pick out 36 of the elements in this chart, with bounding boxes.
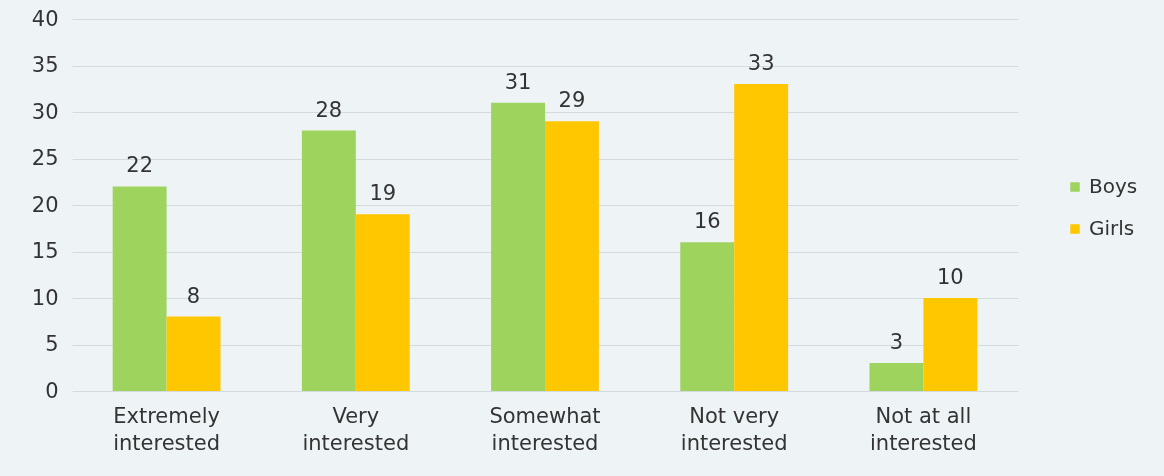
- bar: [869, 363, 924, 391]
- y-tick-label: 40: [31, 6, 59, 31]
- x-tick-label: Not at all interested: [869, 403, 977, 455]
- data-label: 10: [936, 265, 964, 289]
- bar: [166, 316, 221, 391]
- x-tick-label: Not very interested: [680, 403, 788, 455]
- data-label: 29: [558, 88, 586, 113]
- y-tick-label: 15: [31, 239, 59, 263]
- bar: [680, 242, 735, 391]
- data-label: 33: [747, 51, 775, 76]
- bar: [923, 298, 978, 391]
- y-tick-label: 30: [31, 99, 59, 124]
- data-label: 8: [186, 283, 201, 308]
- legend-label: Boys: [1089, 174, 1138, 198]
- bar: [734, 84, 789, 391]
- legend-label: Girls: [1089, 216, 1135, 240]
- data-label: 31: [504, 69, 532, 94]
- bar: [112, 186, 167, 391]
- y-tick-label: 5: [45, 332, 59, 356]
- y-tick-label: 20: [31, 192, 59, 217]
- y-tick-label: 0: [45, 378, 59, 403]
- data-label: 16: [693, 209, 721, 234]
- y-tick-label: 25: [31, 146, 59, 170]
- y-tick-label: 10: [31, 285, 59, 310]
- data-label: 28: [315, 97, 343, 122]
- x-tick-label: Somewhat interested: [489, 403, 601, 455]
- x-tick-label: Very interested: [302, 403, 410, 455]
- bar: [355, 214, 410, 391]
- bar: [491, 102, 545, 391]
- data-label: 19: [369, 181, 397, 206]
- bar: [545, 121, 599, 391]
- data-label: 22: [126, 153, 154, 178]
- data-label: 3: [889, 330, 904, 355]
- bar: [301, 130, 356, 391]
- y-tick-label: 35: [31, 53, 59, 77]
- x-tick-label: Extremely interested: [113, 403, 221, 455]
